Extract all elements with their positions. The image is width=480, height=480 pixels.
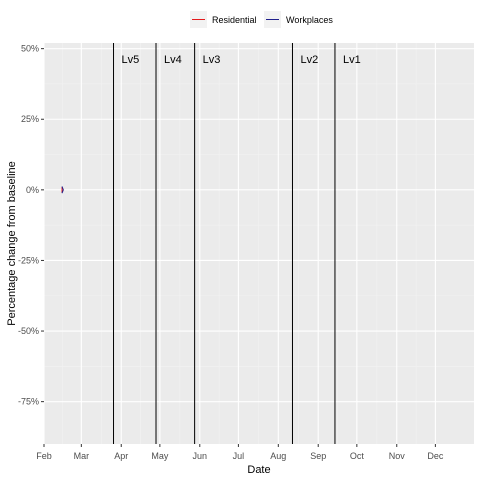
x-axis: Feb Mar Apr May Jun Jul Aug Sep Oct Nov Dec [36, 444, 444, 461]
y-tick-label: 50% [21, 44, 39, 54]
y-tick-label: 25% [21, 114, 39, 124]
level-label: Lv5 [122, 54, 140, 66]
legend-item: Residential [190, 11, 257, 28]
x-tick-label: Dec [427, 451, 444, 461]
series-line [61, 186, 64, 194]
grid-major [43, 43, 474, 444]
level-lines: Lv5 Lv4 Lv3 Lv2 Lv1 [113, 43, 361, 444]
x-tick-label: May [151, 451, 169, 461]
legend: Residential Workplaces [190, 11, 333, 28]
legend-label: Workplaces [286, 15, 333, 25]
y-tick-label: -75% [18, 397, 39, 407]
x-tick-label: Aug [270, 451, 286, 461]
y-tick-label: -25% [18, 255, 39, 265]
series-lines [61, 186, 64, 194]
x-tick-label: Jul [233, 451, 245, 461]
x-tick-label: Apr [114, 451, 128, 461]
x-tick-label: Mar [74, 451, 90, 461]
x-axis-title: Date [247, 464, 270, 476]
plot-panel [44, 43, 474, 444]
x-tick-label: Feb [36, 451, 52, 461]
x-tick-label: Jun [193, 451, 208, 461]
y-axis-title: Percentage change from baseline [6, 161, 18, 326]
y-tick-label: 0% [26, 185, 39, 195]
level-label: Lv3 [203, 54, 221, 66]
legend-item: Workplaces [264, 11, 333, 28]
legend-label: Residential [212, 15, 257, 25]
y-tick-label: -50% [18, 326, 39, 336]
x-tick-label: Oct [350, 451, 365, 461]
y-axis: 50% 25% 0% -25% -50% -75% [18, 44, 44, 407]
level-label: Lv2 [300, 54, 318, 66]
level-label: Lv1 [343, 54, 361, 66]
x-tick-label: Nov [389, 451, 406, 461]
grid-minor [44, 43, 474, 444]
x-tick-label: Sep [310, 451, 326, 461]
level-label: Lv4 [164, 54, 182, 66]
